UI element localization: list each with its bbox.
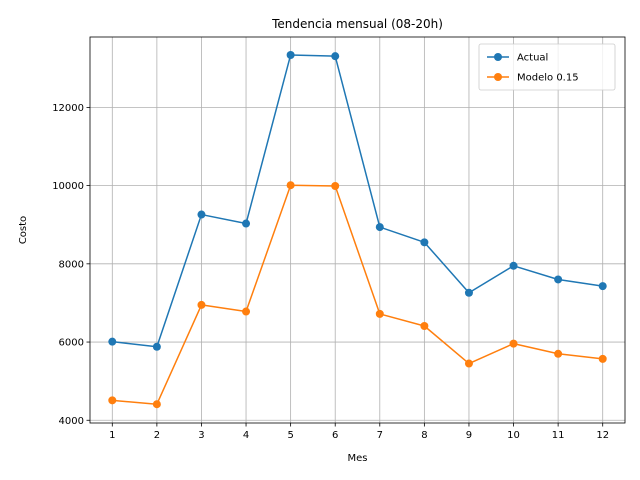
x-tick-label: 7 [377, 430, 383, 441]
data-point [108, 337, 117, 346]
legend-label: Actual [517, 53, 548, 64]
x-tick-label: 12 [596, 430, 609, 441]
grid [90, 37, 625, 423]
x-tick-label: 1 [109, 430, 115, 441]
y-tick-label: 10000 [52, 181, 84, 192]
x-tick-label: 10 [507, 430, 520, 441]
x-tick-label: 3 [198, 430, 204, 441]
data-point [509, 339, 518, 348]
data-point [152, 400, 161, 409]
x-tick-label: 5 [287, 430, 293, 441]
y-tick-label: 12000 [52, 103, 84, 114]
series-line [112, 54, 603, 348]
data-point [331, 52, 340, 61]
legend-marker [494, 53, 502, 61]
data-point [420, 322, 429, 331]
x-tick-label: 4 [243, 430, 249, 441]
data-point [242, 219, 251, 228]
y-tick-label: 6000 [59, 338, 84, 349]
series-2 [108, 181, 607, 409]
data-point [286, 50, 295, 59]
data-point [197, 210, 206, 219]
data-point [464, 359, 473, 368]
data-point [554, 275, 563, 284]
x-tick-label: 6 [332, 430, 338, 441]
data-point [242, 307, 251, 316]
legend-label: Modelo 0.15 [517, 73, 579, 84]
legend-box [478, 43, 616, 91]
data-point [464, 288, 473, 297]
data-point [598, 282, 607, 291]
legend-marker [494, 73, 502, 81]
legend-item: Actual [487, 53, 548, 64]
data-point [509, 261, 518, 270]
data-point [375, 223, 384, 232]
data-point [554, 349, 563, 358]
chart-title: Tendencia mensual (08-20h) [271, 17, 443, 31]
data-point [420, 238, 429, 247]
data-point [152, 342, 161, 351]
x-tick-label: 2 [154, 430, 160, 441]
data-point [286, 181, 295, 190]
x-tick-label: 8 [421, 430, 427, 441]
y-tick-label: 8000 [59, 259, 84, 270]
data-point [197, 300, 206, 309]
series-1 [108, 50, 607, 351]
series-line [112, 184, 603, 405]
y-axis-label: Costo [18, 216, 29, 244]
data-point [375, 309, 384, 318]
data-point [108, 396, 117, 405]
legend-item: Modelo 0.15 [487, 73, 579, 84]
y-tick-label: 4000 [59, 416, 84, 427]
series-layer [108, 50, 607, 409]
plot-frame [89, 36, 626, 424]
legend: Actual Modelo 0.15 [478, 43, 616, 91]
x-tick-label: 9 [466, 430, 472, 441]
x-axis-label: Mes [348, 453, 368, 464]
data-point [598, 354, 607, 363]
data-point [331, 182, 340, 191]
x-tick-label: 11 [552, 430, 565, 441]
